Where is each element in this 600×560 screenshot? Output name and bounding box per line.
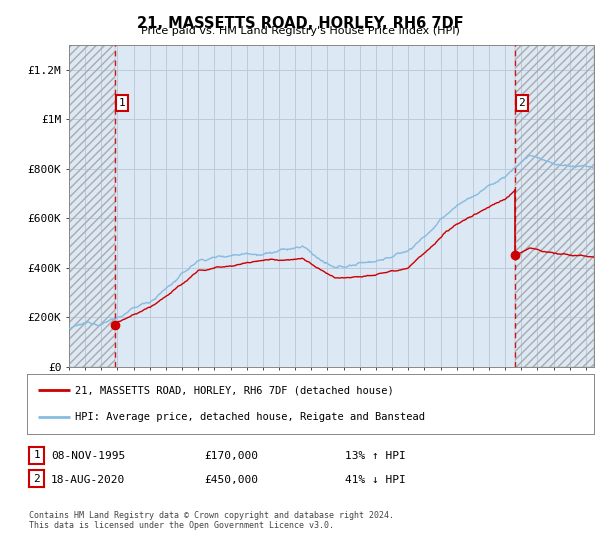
Text: 1: 1 — [33, 450, 40, 460]
Text: 21, MASSETTS ROAD, HORLEY, RH6 7DF (detached house): 21, MASSETTS ROAD, HORLEY, RH6 7DF (deta… — [75, 385, 394, 395]
Text: HPI: Average price, detached house, Reigate and Banstead: HPI: Average price, detached house, Reig… — [75, 412, 425, 422]
Text: 41% ↓ HPI: 41% ↓ HPI — [345, 475, 406, 485]
Text: 08-NOV-1995: 08-NOV-1995 — [51, 451, 125, 461]
Text: 18-AUG-2020: 18-AUG-2020 — [51, 475, 125, 485]
Bar — [69, 45, 115, 367]
Text: 13% ↑ HPI: 13% ↑ HPI — [345, 451, 406, 461]
Text: £170,000: £170,000 — [204, 451, 258, 461]
Text: 2: 2 — [518, 98, 526, 108]
Text: 21, MASSETTS ROAD, HORLEY, RH6 7DF: 21, MASSETTS ROAD, HORLEY, RH6 7DF — [137, 16, 463, 31]
Text: Contains HM Land Registry data © Crown copyright and database right 2024.
This d: Contains HM Land Registry data © Crown c… — [29, 511, 394, 530]
Text: £450,000: £450,000 — [204, 475, 258, 485]
Text: Price paid vs. HM Land Registry's House Price Index (HPI): Price paid vs. HM Land Registry's House … — [140, 26, 460, 36]
Text: 2: 2 — [33, 474, 40, 484]
Bar — [515, 45, 594, 367]
Text: 1: 1 — [118, 98, 125, 108]
